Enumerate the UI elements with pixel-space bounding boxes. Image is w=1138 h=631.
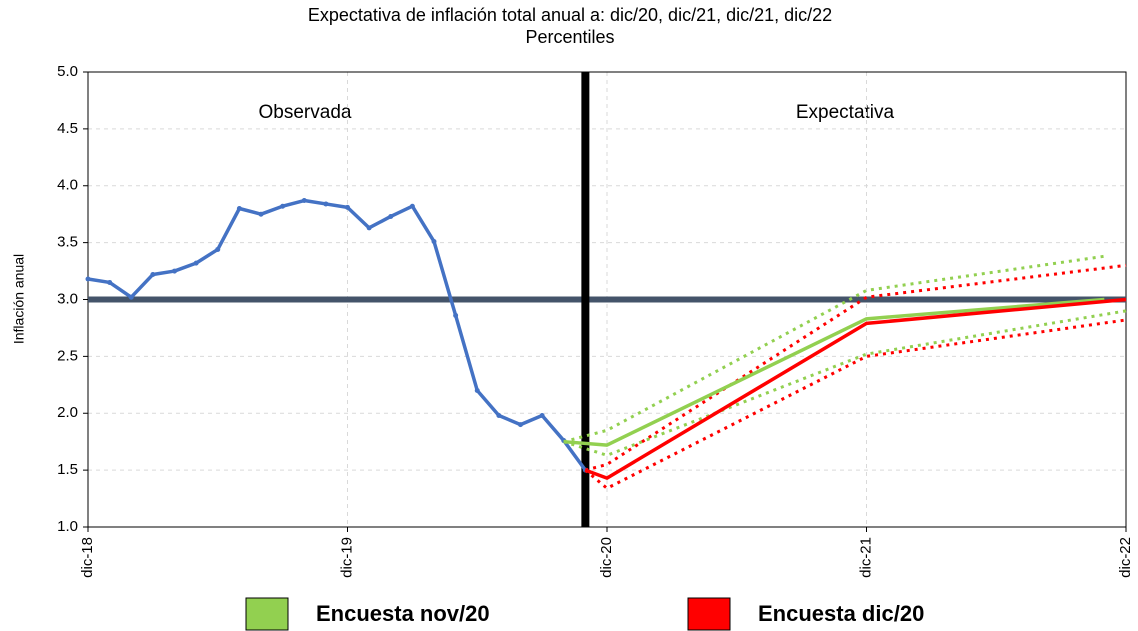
y-tick-label: 4.5 — [57, 120, 78, 137]
y-tick-label: 1.5 — [57, 461, 78, 478]
legend-swatch — [245, 597, 289, 631]
x-tick-label: dic-22 — [1117, 537, 1134, 578]
point — [345, 204, 350, 210]
point — [518, 422, 523, 428]
point — [215, 246, 221, 252]
legend-swatch — [687, 597, 731, 631]
percentile-line — [563, 254, 1105, 444]
y-tick-label: 1.0 — [57, 518, 78, 535]
x-tick-label: dic-21 — [857, 537, 874, 578]
point — [301, 198, 307, 204]
series-line — [87, 198, 587, 472]
percentile-line — [584, 263, 1127, 472]
y-tick-label: 2.5 — [57, 347, 78, 364]
point — [258, 211, 264, 217]
legend-label: Encuesta dic/20 — [758, 601, 924, 626]
point — [107, 279, 113, 285]
annotation: Expectativa — [796, 102, 895, 123]
y-tick-label: 2.0 — [57, 404, 78, 421]
point — [193, 260, 199, 266]
annotation: Observada — [259, 102, 352, 123]
chart-title: Expectativa de inflación total anual a: … — [308, 5, 832, 25]
point — [474, 388, 480, 393]
x-tick-label: dic-19 — [338, 537, 355, 578]
percentile-line — [563, 309, 1127, 457]
point — [128, 294, 134, 300]
y-tick-label: 3.0 — [57, 290, 78, 307]
x-tick-label: dic-18 — [79, 537, 96, 578]
point — [453, 312, 459, 318]
y-tick-label: 5.0 — [57, 63, 78, 80]
point — [366, 225, 372, 231]
chart-subtitle: Percentiles — [525, 27, 614, 47]
point — [388, 213, 394, 219]
percentile-line — [584, 318, 1127, 490]
point — [496, 413, 502, 419]
x-tick-label: dic-20 — [598, 537, 615, 578]
point — [172, 268, 177, 274]
point — [431, 238, 437, 244]
point — [323, 201, 329, 207]
point — [85, 276, 91, 282]
legend-label: Encuesta nov/20 — [316, 601, 490, 626]
y-tick-label: 3.5 — [57, 234, 78, 251]
y-axis-label: Inflación anual — [11, 254, 27, 344]
series-line — [563, 297, 1105, 447]
series-line — [584, 297, 1127, 480]
point — [409, 203, 415, 209]
y-tick-label: 4.0 — [57, 177, 78, 194]
point — [236, 206, 242, 211]
point — [539, 413, 545, 419]
point — [280, 203, 286, 209]
point — [150, 271, 156, 277]
